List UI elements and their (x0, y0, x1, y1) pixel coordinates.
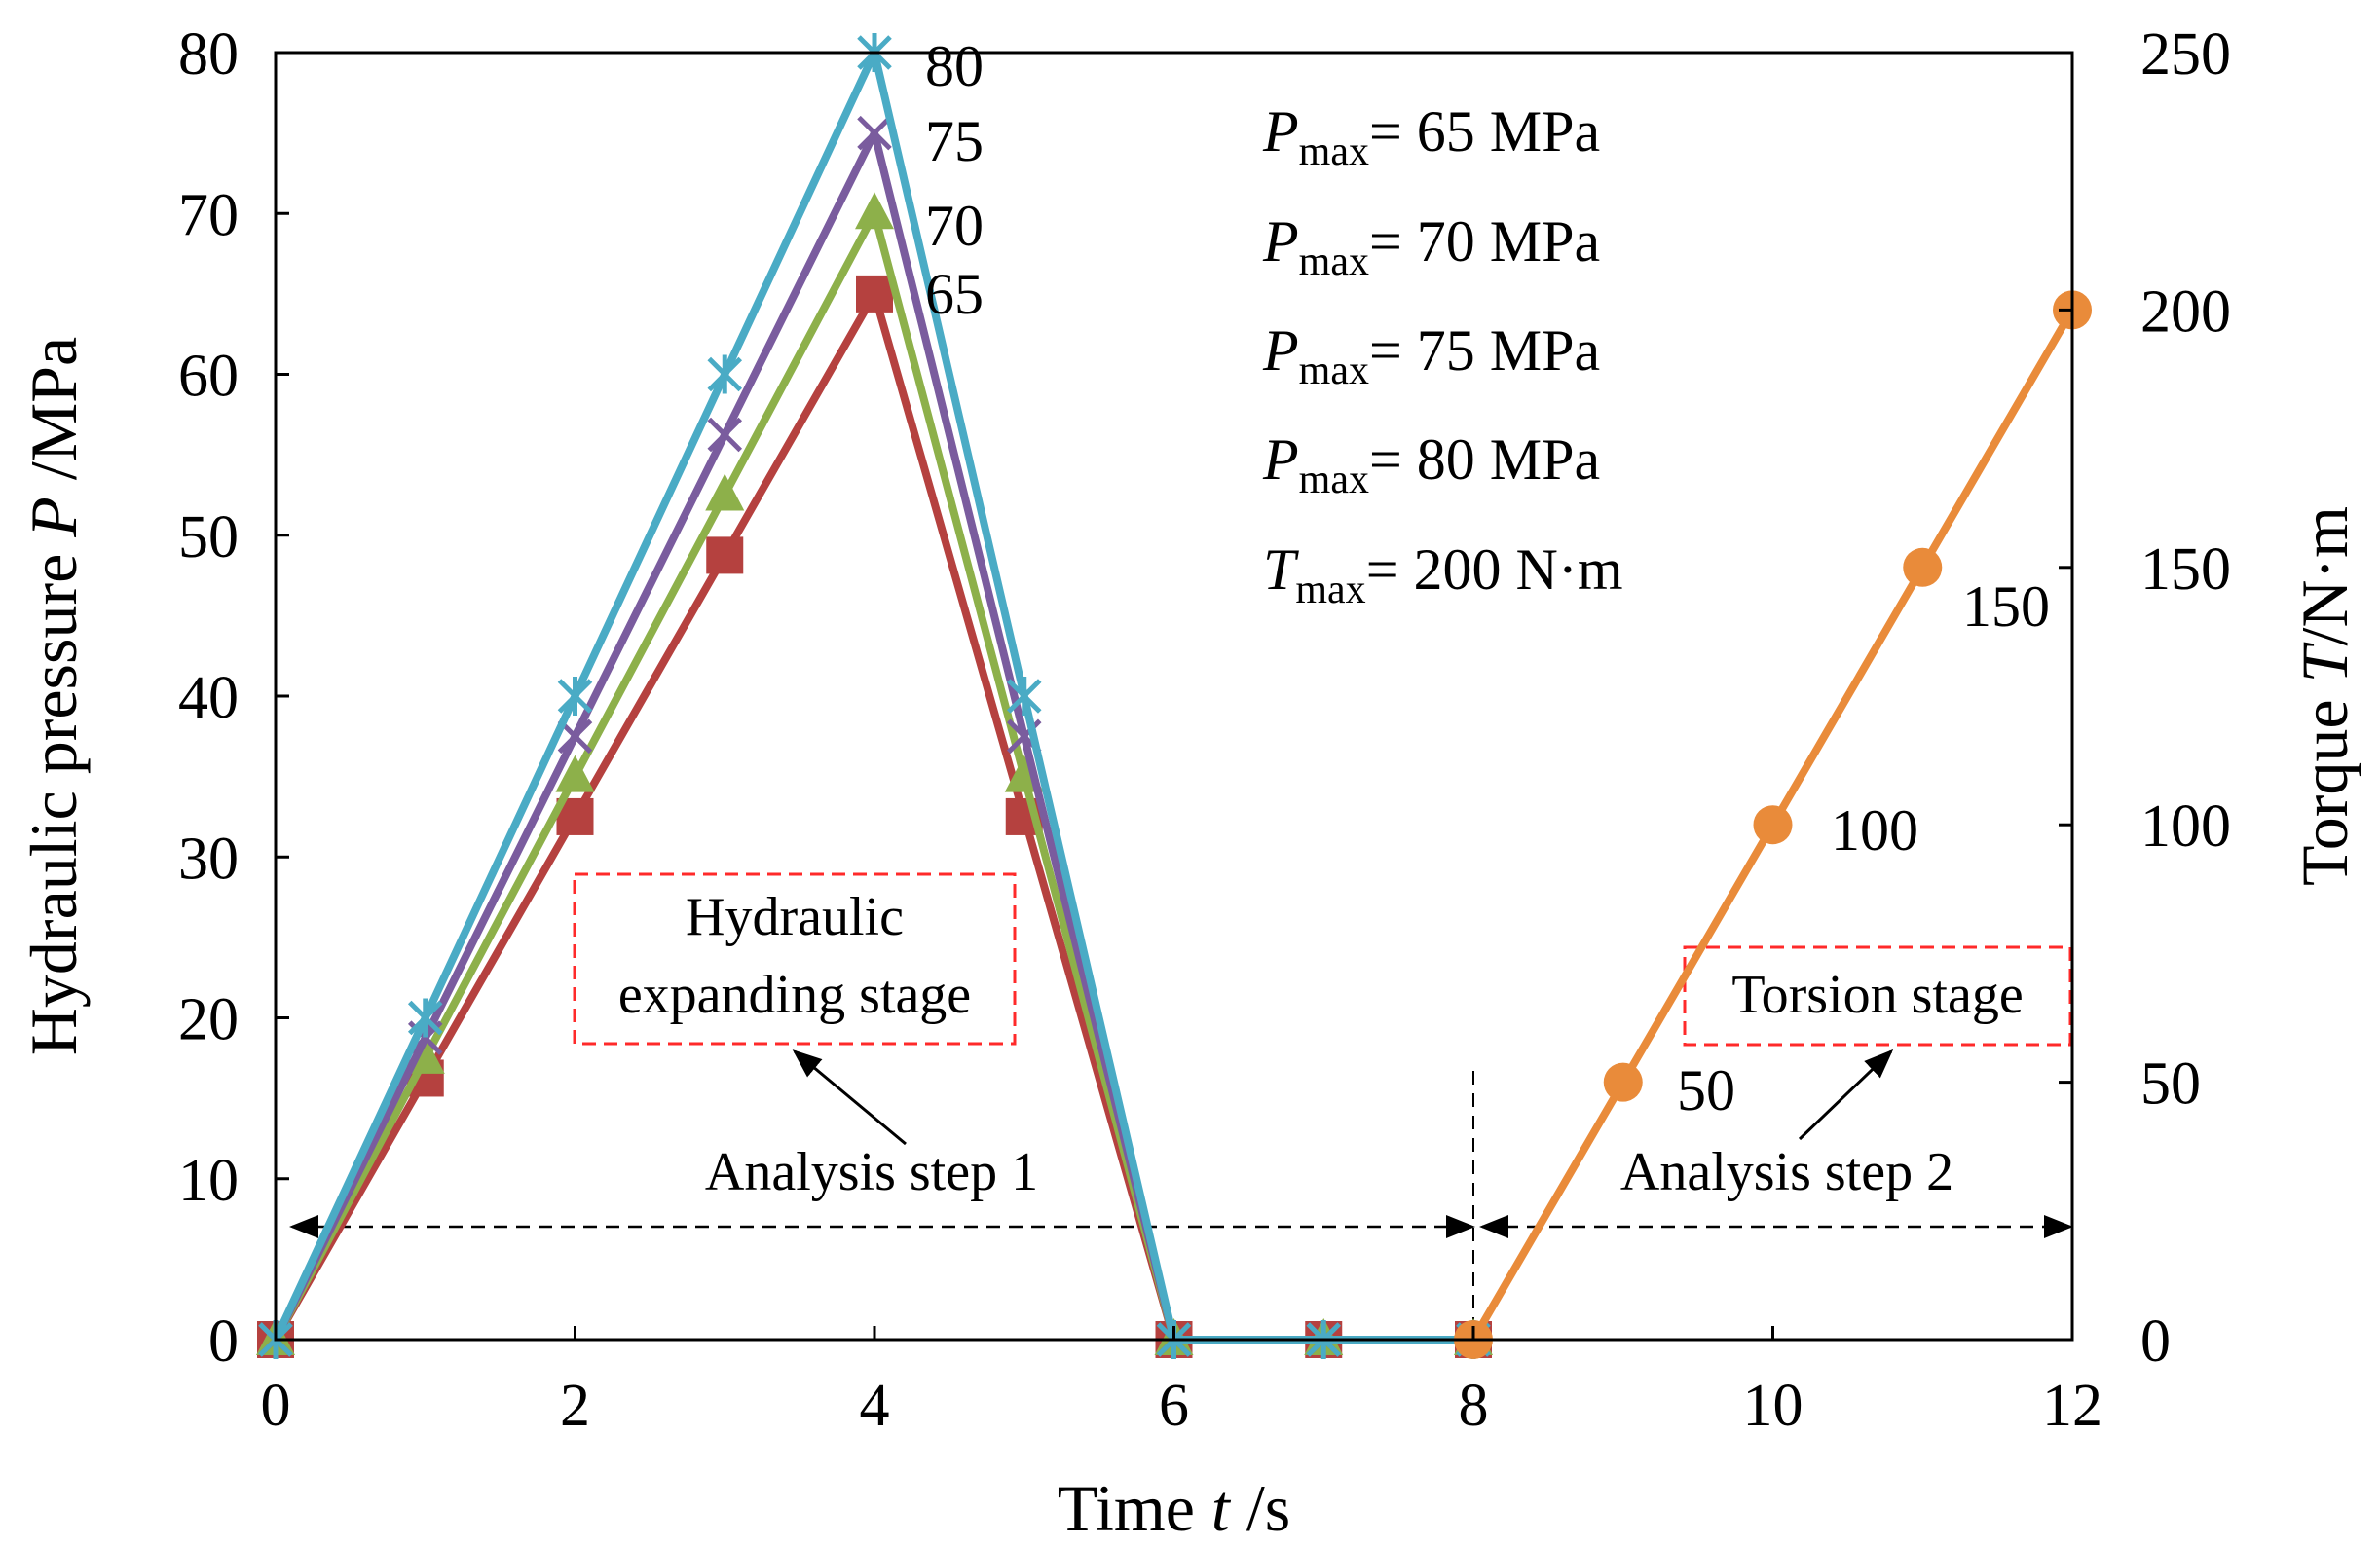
torsion-stage-label: Torsion stage (1731, 965, 2023, 1025)
text-annotations: Time t /s Hydraulic pressure P /MPa Torque… (17, 337, 2361, 1545)
y-left-tick-label: 0 (208, 1308, 239, 1375)
y-right-tick-label: 50 (2140, 1051, 2201, 1118)
stage-annotation-boxes (573, 872, 2072, 1047)
y-left-axis-title: Hydraulic pressure P /MPa (17, 337, 91, 1055)
y-right-tick-label: 250 (2140, 21, 2231, 88)
legend-entry-4: Tmax= 200 N·m (1263, 537, 1623, 612)
y-left-tick-label: 30 (178, 826, 239, 892)
y-right-tick-label: 200 (2140, 278, 2231, 345)
y-left-tick-label: 10 (178, 1148, 239, 1214)
x-tick-label: 6 (1159, 1373, 1189, 1439)
axis-ticks: 0 2 4 6 8 10 12 0 10 20 30 40 50 60 70 80 0 50 100 150 200 25… (178, 21, 2231, 1439)
torque-label-50: 50 (1677, 1058, 1735, 1123)
hydraulic-stage-pointer (792, 1049, 907, 1146)
y-left-tick-label: 20 (178, 987, 239, 1053)
series-1-point-3 (705, 473, 745, 511)
x-axis-title: Time t /s (1058, 1471, 1290, 1545)
x-tick-label: 0 (261, 1373, 291, 1439)
series-3-point-3 (707, 354, 743, 394)
series-0-point-4 (856, 275, 893, 313)
y-left-tick-label: 80 (178, 21, 239, 88)
y-right-tick-label: 0 (2140, 1308, 2171, 1375)
legend-entry-2: Pmax= 75 MPa (1262, 318, 1600, 393)
torque-label-100: 100 (1831, 798, 1918, 863)
x-tick-label: 10 (1743, 1373, 1804, 1439)
y-left-tick-label: 40 (178, 665, 239, 731)
torsion-stage-pointer (1798, 1049, 1894, 1141)
x-tick-label: 2 (560, 1373, 590, 1439)
series-4-point-1 (1603, 1062, 1643, 1102)
series-2-point-4 (857, 115, 892, 151)
y-left-tick-label: 70 (178, 182, 239, 248)
legend-entry-1: Pmax= 70 MPa (1262, 209, 1600, 284)
y-left-tick-label: 60 (178, 344, 239, 410)
peak-label-75: 75 (925, 109, 984, 173)
peak-label-70: 70 (925, 194, 984, 258)
series-4-point-2 (1753, 805, 1793, 845)
series-3-point-1 (407, 998, 443, 1038)
series-3-point-5 (1006, 677, 1042, 716)
torque-label-150: 150 (1962, 574, 2050, 639)
series-2-point-3 (707, 417, 743, 453)
hydraulic-stage-label-line1: Hydraulic (686, 887, 904, 947)
y-right-tick-label: 150 (2140, 536, 2231, 603)
x-tick-label: 8 (1459, 1373, 1489, 1439)
legend: Pmax= 65 MPa Pmax= 70 MPa Pmax= 75 MPa Pmax… (1262, 99, 1623, 612)
y-right-tick-label: 100 (2140, 793, 2231, 860)
series-1-point-4 (855, 192, 894, 230)
x-tick-label: 12 (2042, 1373, 2102, 1439)
series-3-point-2 (557, 677, 593, 716)
analysis-step-2-label: Analysis step 2 (1620, 1142, 1953, 1202)
series-0-point-3 (706, 536, 744, 574)
analysis-step-arrows (289, 1049, 2073, 1340)
legend-entry-0: Pmax= 65 MPa (1262, 99, 1600, 174)
hydraulic-stage-box (573, 872, 1017, 1046)
series-4-point-3 (1903, 547, 1943, 587)
y-left-tick-label: 50 (178, 504, 239, 571)
peak-label-80: 80 (925, 34, 984, 98)
hydraulic-stage-label-line2: expanding stage (618, 965, 971, 1025)
legend-entry-3: Pmax= 80 MPa (1262, 427, 1600, 502)
x-tick-label: 4 (860, 1373, 890, 1439)
y-right-axis-title: Torque T/N·m (2287, 506, 2361, 886)
peak-label-65: 65 (925, 262, 984, 326)
torsion-stage-box (1683, 945, 2072, 1047)
analysis-step-1-label: Analysis step 1 (705, 1142, 1038, 1202)
series-1-point-2 (555, 755, 595, 792)
